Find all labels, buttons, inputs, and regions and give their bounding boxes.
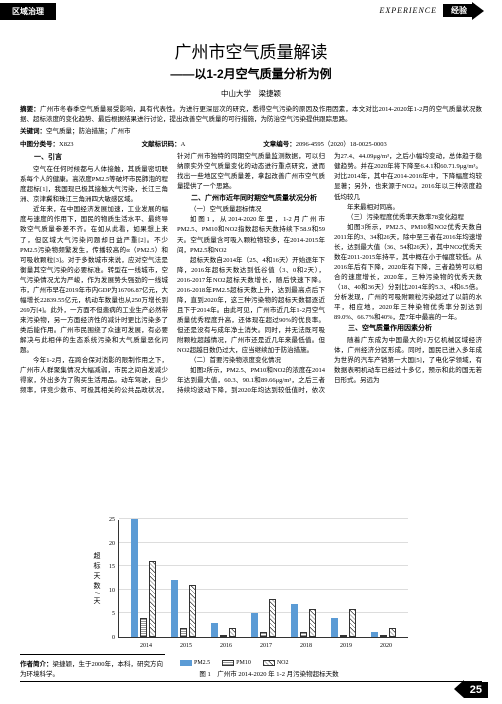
page-number: 25 (464, 682, 488, 698)
page-header: 区域治理 EXPERIENCE 经验 (0, 0, 502, 22)
section-label: 区域治理 (0, 3, 56, 20)
num-label: 文章编号： (263, 141, 296, 148)
c3-p1: 年来最相对同高。 (334, 203, 482, 213)
chart-figure: 超标天数/天 051015202520142015201620172018201… (110, 502, 428, 660)
s2-title: 二、广州市近年同时期空气质量状况分析 (177, 194, 325, 205)
s2-1-p: 如图1，从2014-2020年里，1-2月广州市PM2.5、PM10和NO2指数… (177, 215, 325, 255)
abstract-label: 摘要： (20, 106, 40, 113)
cls-label: 中图分类号： (20, 141, 59, 148)
author-bio: 作者简介：作者简介：梁捷颖，生于2000年，本科，研究方向为环境科学。梁捷颖，生… (20, 654, 165, 678)
arrow-icon (472, 2, 484, 20)
doc-val: A (181, 141, 186, 148)
chart-ylabel: 超标天数/天 (92, 552, 102, 607)
legend-pm10: PM10 (222, 660, 251, 666)
bottom-rule (20, 681, 482, 682)
cls-val: X823 (59, 141, 73, 148)
c2-p1: 超标天数自2014年（25、4和16天）开始逐年下降，2016年超标天数达到低谷… (177, 256, 325, 357)
author-line: 中山大学 梁捷颖 (20, 88, 482, 99)
meta-row: 中图分类号：X823 文献标识码：A 文章编号：2096-4595（2020）1… (20, 138, 482, 148)
doc-label: 文献标识码： (142, 141, 181, 148)
header-right: EXPERIENCE 经验 (379, 2, 484, 20)
chart-legend: PM2.5 PM10 NO2 (180, 660, 289, 666)
abstract-text: 广州市冬春季空气质量易受影响，具有代表性。为进行更深层次的研究，悉得空气污染的原… (20, 106, 482, 123)
content-area: 广州市空气质量解读 ——以1-2月空气质量分析为例 中山大学 梁捷颖 摘要：广州… (0, 22, 502, 397)
keywords: 关键词：空气质量；防治措施；广州市 (20, 127, 482, 137)
article-subtitle: ——以1-2月空气质量分析为例 (20, 65, 482, 82)
article-title: 广州市空气质量解读 (20, 38, 482, 63)
s1-p1: 空气在任何时候都与人体接触，其质量密切联系每个人的健康。高浓度PM2.5等破坏市… (20, 165, 168, 205)
legend-pm25: PM2.5 (180, 660, 210, 666)
abstract: 摘要：广州市冬春季空气质量易受影响，具有代表性。为进行更深层次的研究，悉得空气污… (20, 105, 482, 125)
s1-title: 一、引言 (20, 153, 168, 164)
kw-label: 关键词： (20, 128, 46, 135)
chart-axes: 05101520252014201520162017201820192020 (118, 520, 408, 638)
s2-1-title: （一）空气质量超标情况 (177, 205, 325, 215)
experience-label: EXPERIENCE (379, 6, 437, 15)
kw-text: 空气质量；防治措施；广州市 (46, 128, 131, 135)
experience-cn: 经验 (443, 4, 475, 17)
s3-p1: 随着广东成为中国最大的1万亿机械区域经济体，广州经济分区形成。同时，国民已进入多… (334, 336, 482, 386)
s3-title: 三、空气质量作用因素分析 (334, 324, 482, 335)
s1-p2: 近年来，在中国经济发展加速，工业发展的幅度与速度的作用下，国民的物质生活水平、最… (20, 205, 168, 356)
body-columns: 一、引言 空气在任何时候都与人体接触，其质量密切联系每个人的健康。高浓度PM2.… (20, 152, 482, 396)
page-arrow-icon (454, 680, 464, 698)
num-val: 2096-4595（2020）18-0025-0003 (296, 138, 387, 148)
s2-3-title: （三）污染程度优秀率天数率78变化趋程 (334, 213, 482, 223)
legend-no2: NO2 (263, 660, 289, 666)
s2-3-p1: 如图3所示，PM2.5、PM10和NO2优秀天数自2011年的3、34和26天，… (334, 223, 482, 324)
s2-2-title: （二）首要污染物浓度变化情况 (177, 356, 325, 366)
